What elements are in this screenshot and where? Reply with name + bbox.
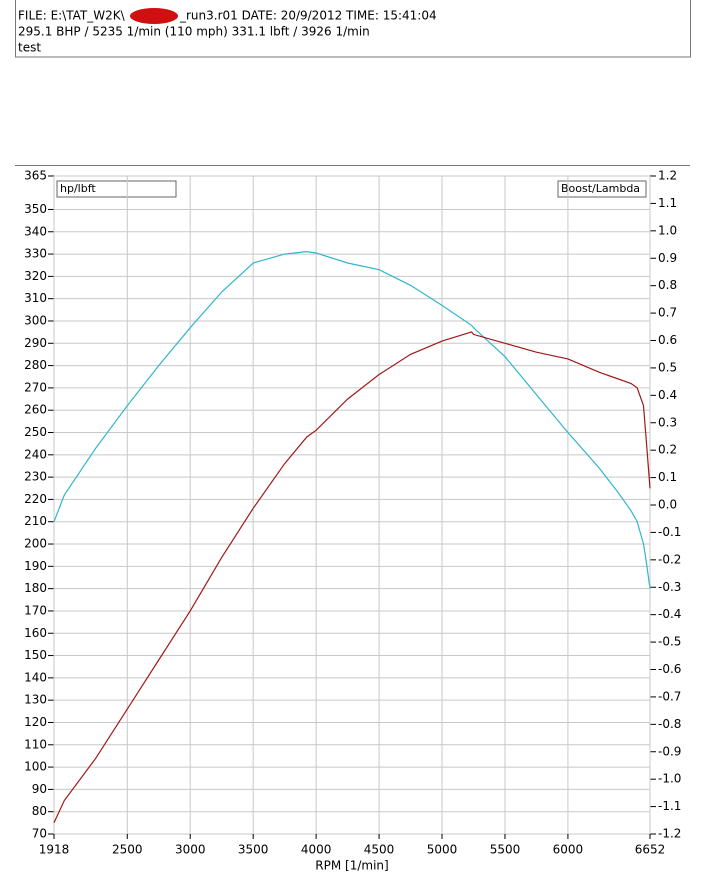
y2label-box [557, 180, 647, 198]
ylabel-box [56, 180, 177, 198]
y2-tick-label: -0.3 [658, 580, 681, 594]
x-tick-label: 6000 [553, 843, 584, 857]
y2-tick-label: 0.9 [658, 251, 677, 265]
y2-tick-label: -1.2 [658, 827, 681, 841]
y-tick-label: 70 [32, 827, 47, 841]
summary: 295.1 BHP / 5235 1/min (110 mph) 331.1 l… [18, 25, 370, 39]
y2-tick-label: 0.5 [658, 360, 677, 374]
y2-tick-label: 1.0 [658, 223, 677, 237]
y2-tick-label: -0.7 [658, 689, 681, 703]
y-tick-label: 140 [24, 670, 47, 684]
series-line [53, 331, 651, 824]
plot-frame [53, 175, 651, 835]
y-tick-label: 80 [32, 804, 47, 818]
x-axis-label: RPM [1/min] [315, 859, 388, 873]
y-axis-label: hp/lbft [60, 182, 96, 195]
y2-tick-label: -0.8 [658, 717, 681, 731]
y-tick-label: 260 [24, 403, 47, 417]
y2-tick-label: 0.0 [658, 498, 677, 512]
y-tick-label: 120 [24, 715, 47, 729]
y2-axis-label: Boost/Lambda [561, 182, 640, 195]
y-tick-label: 310 [24, 291, 47, 305]
y2-tick-label: 0.8 [658, 278, 677, 292]
y2-tick-label: 0.4 [658, 388, 677, 402]
file-prefix: FILE: E:\TAT_W2K\ [18, 9, 126, 23]
y-tick-label: 150 [24, 648, 47, 662]
y2-tick-label: 0.2 [658, 443, 677, 457]
header-box [15, 0, 691, 58]
y-tick-label: 160 [24, 626, 47, 640]
x-tick-label: 4500 [364, 843, 395, 857]
x-tick-label: 4000 [301, 843, 332, 857]
series-line [53, 250, 651, 589]
y2-tick-label: 0.1 [658, 470, 677, 484]
y2-tick-label: -1.1 [658, 799, 681, 813]
note: test [18, 41, 41, 55]
y-tick-label: 250 [24, 425, 47, 439]
x-tick-label: 2500 [112, 843, 143, 857]
y-tick-label: 290 [24, 336, 47, 350]
y-tick-label: 130 [24, 693, 47, 707]
y2-tick-label: -0.1 [658, 525, 681, 539]
x-tick-label: 5500 [490, 843, 521, 857]
y2-tick-label: -0.5 [658, 635, 681, 649]
y-tick-label: 200 [24, 537, 47, 551]
y-tick-label: 365 [24, 169, 47, 183]
y-tick-label: 170 [24, 603, 47, 617]
y2-tick-label: -1.0 [658, 772, 681, 786]
y2-tick-label: 0.7 [658, 306, 677, 320]
y2-tick-label: -0.6 [658, 662, 681, 676]
y-tick-label: 190 [24, 559, 47, 573]
y-tick-label: 180 [24, 581, 47, 595]
y-tick-label: 340 [24, 224, 47, 238]
y-tick-label: 270 [24, 380, 47, 394]
redaction [130, 8, 178, 24]
y2-tick-label: -0.9 [658, 744, 681, 758]
y-tick-label: 300 [24, 313, 47, 327]
y2-tick-label: -0.4 [658, 607, 681, 621]
y2-tick-label: -0.2 [658, 552, 681, 566]
file-suffix: _run3.r01 DATE: 20/9/2012 TIME: 15:41:04 [179, 9, 437, 23]
y2-tick-label: 0.6 [658, 333, 677, 347]
y-tick-label: 240 [24, 447, 47, 461]
y-tick-label: 220 [24, 492, 47, 506]
x-tick-label: 3500 [238, 843, 269, 857]
y2-tick-label: 0.3 [658, 415, 677, 429]
x-tick-label: 1918 [39, 843, 70, 857]
header: FILE: E:\TAT_W2K\ _run3.r01 DATE: 20/9/2… [18, 8, 437, 55]
y-tick-label: 330 [24, 247, 47, 261]
y-tick-label: 210 [24, 514, 47, 528]
y-tick-label: 350 [24, 202, 47, 216]
y-tick-label: 280 [24, 358, 47, 372]
x-tick-label: 5000 [427, 843, 458, 857]
y-tick-label: 90 [32, 782, 47, 796]
y-tick-label: 110 [24, 737, 47, 751]
y2-tick-label: 1.2 [658, 169, 677, 183]
x-tick-label: 6652 [635, 843, 666, 857]
y2-tick-label: 1.1 [658, 196, 677, 210]
y-tick-label: 320 [24, 269, 47, 283]
y-tick-label: 230 [24, 470, 47, 484]
x-tick-label: 3000 [175, 843, 206, 857]
y-tick-label: 100 [24, 760, 47, 774]
